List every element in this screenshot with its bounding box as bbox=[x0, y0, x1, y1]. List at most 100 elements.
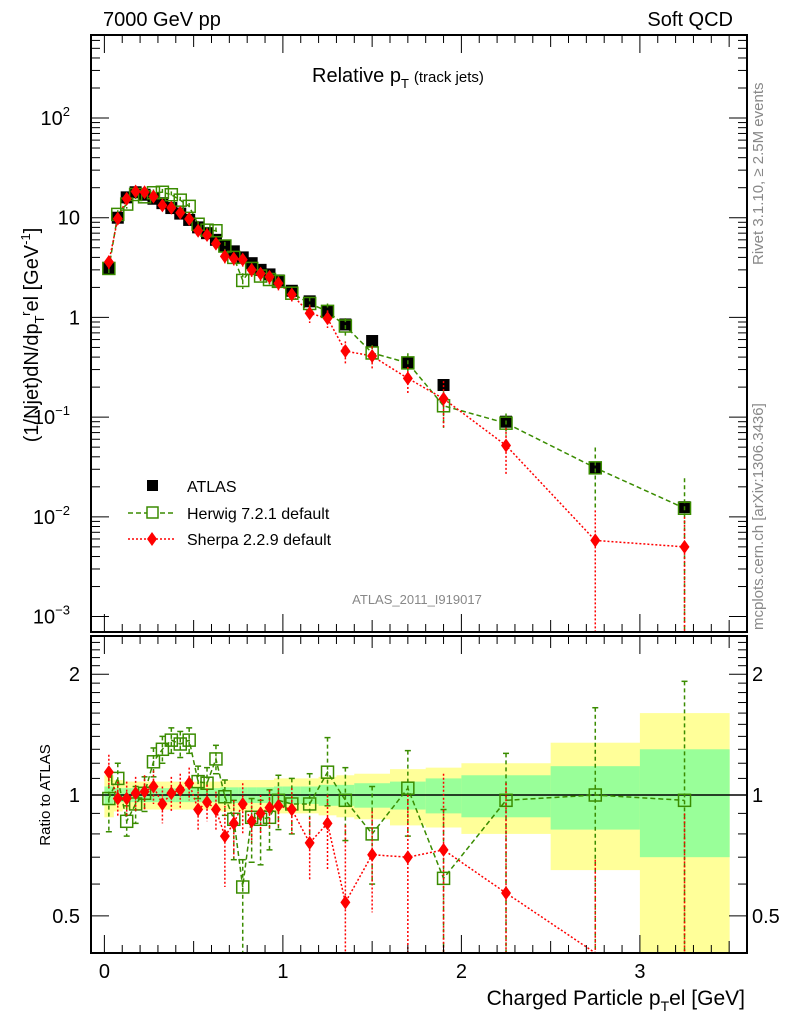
mcplots-label: mcplots.cern.ch [arXiv:1306.3436] bbox=[750, 403, 767, 630]
y-tick-label: 10−2 bbox=[33, 503, 70, 529]
ratio-y-axis-label: Ratio to ATLAS bbox=[37, 744, 54, 845]
sherpa-ratio-point bbox=[304, 835, 315, 850]
herwig-ratio-point bbox=[499, 793, 513, 808]
sherpa-ratio-point bbox=[175, 782, 186, 797]
ratio-y-tick-label-left: 2 bbox=[69, 664, 80, 686]
sherpa-ratio-point bbox=[255, 806, 266, 821]
sherpa-ratio-point bbox=[246, 814, 257, 829]
sherpa-point bbox=[286, 287, 297, 302]
herwig-ratio-point bbox=[182, 733, 196, 747]
sherpa-ratio-point bbox=[148, 779, 159, 794]
svg-text:(1/Njet)dN/dpTrel [GeV-1]: (1/Njet)dN/dpTrel [GeV-1] bbox=[18, 228, 47, 443]
sherpa-ratio-point bbox=[501, 885, 512, 900]
legend-atlas-label: ATLAS bbox=[187, 479, 237, 496]
header-right: Soft QCD bbox=[647, 9, 733, 31]
herwig-point bbox=[677, 501, 692, 515]
sherpa-point bbox=[438, 391, 449, 406]
sherpa-ratio-point bbox=[130, 786, 141, 801]
herwig-point bbox=[155, 185, 170, 200]
ratio-y-tick-label-left: 1 bbox=[69, 785, 80, 807]
sherpa-point bbox=[228, 251, 239, 266]
herwig-ratio-point bbox=[235, 880, 250, 894]
sherpa-point bbox=[175, 205, 186, 220]
sherpa-point bbox=[193, 223, 204, 238]
plot-title: Relative pT (track jets) bbox=[312, 65, 484, 91]
sherpa-ratio-point bbox=[193, 802, 204, 817]
ratio-y-tick-label-right: 2 bbox=[752, 664, 763, 686]
stat-uncertainty-band bbox=[550, 766, 641, 830]
y-tick-label: 10−1 bbox=[33, 403, 70, 429]
ratio-axes: 2 2 1 1 0.5 0.5 0 1 2 3 bbox=[52, 636, 780, 983]
sherpa-ratio-point bbox=[322, 816, 333, 831]
herwig-ratio-point bbox=[338, 793, 353, 808]
ratio-band-layer bbox=[104, 713, 730, 953]
sherpa-point bbox=[103, 254, 114, 269]
sherpa-point bbox=[166, 200, 177, 215]
sherpa-ratio-point bbox=[166, 786, 177, 801]
ratio-plot-frame bbox=[90, 635, 748, 954]
herwig-ratio-point bbox=[164, 733, 179, 747]
ratio-y-tick-label-right: 0.5 bbox=[752, 906, 780, 928]
sherpa-ratio-point bbox=[340, 895, 351, 910]
sherpa-ratio-point bbox=[286, 802, 297, 817]
atlas-point bbox=[437, 379, 450, 392]
sherpa-point bbox=[367, 349, 378, 364]
sherpa-point bbox=[304, 306, 315, 321]
herwig-ratio-point bbox=[111, 771, 125, 786]
x-axis-label: Charged Particle pTel [GeV] bbox=[487, 987, 745, 1014]
main-axes: 102 10 1 10−1 10−2 10−3 bbox=[33, 35, 748, 632]
herwig-ratio-point bbox=[155, 742, 170, 757]
sherpa-ratio-point bbox=[202, 795, 213, 810]
sherpa-ratio-point bbox=[438, 842, 449, 857]
main-plot-frame bbox=[90, 34, 748, 633]
atlas-point bbox=[366, 335, 379, 348]
herwig-ratio-point bbox=[302, 797, 317, 811]
herwig-point bbox=[338, 319, 353, 333]
analysis-id-watermark: ATLAS_2011_I919017 bbox=[352, 592, 482, 607]
legend-sherpa-marker bbox=[147, 532, 157, 546]
herwig-ratio-point bbox=[677, 793, 692, 808]
sherpa-point bbox=[112, 211, 123, 226]
sherpa-ratio-point bbox=[139, 784, 150, 799]
herwig-ratio-point bbox=[146, 755, 161, 769]
herwig-line bbox=[108, 191, 685, 509]
atlas-point bbox=[589, 461, 602, 474]
sherpa-ratio-point bbox=[237, 796, 248, 811]
legend-atlas-marker bbox=[147, 480, 158, 491]
legend-herwig-label: Herwig 7.2.1 default bbox=[187, 506, 330, 523]
sherpa-point bbox=[121, 191, 132, 206]
sherpa-point bbox=[501, 438, 512, 453]
sherpa-point bbox=[157, 198, 168, 213]
header-left: 7000 GeV pp bbox=[103, 9, 221, 31]
sherpa-point bbox=[590, 533, 601, 548]
y-tick-label: 1 bbox=[69, 307, 80, 329]
legend-sherpa-label: Sherpa 2.2.9 default bbox=[187, 532, 332, 549]
legend: ATLAS Herwig 7.2.1 default Sherpa 2.2.9 … bbox=[128, 479, 332, 549]
ratio-y-tick-label-right: 1 bbox=[752, 785, 763, 807]
ratio-y-tick-label-left: 0.5 bbox=[52, 906, 80, 928]
sherpa-ratio-point bbox=[112, 791, 123, 806]
sherpa-ratio-point bbox=[228, 816, 239, 831]
legend-herwig-marker bbox=[146, 506, 159, 519]
sherpa-ratio-point bbox=[264, 800, 275, 815]
sherpa-point bbox=[246, 262, 257, 277]
herwig-point bbox=[588, 461, 603, 475]
x-tick-label: 3 bbox=[634, 961, 645, 983]
sherpa-point bbox=[148, 189, 159, 204]
sherpa-point bbox=[184, 212, 195, 227]
sherpa-point bbox=[273, 276, 284, 291]
herwig-ratio-point bbox=[588, 788, 603, 802]
x-tick-label: 2 bbox=[456, 961, 467, 983]
herwig-ratio-point bbox=[320, 765, 335, 779]
sherpa-ratio-point bbox=[273, 798, 284, 813]
sherpa-ratio-point bbox=[219, 829, 230, 844]
herwig-ratio-point bbox=[436, 871, 451, 886]
y-tick-label: 102 bbox=[41, 104, 70, 130]
sherpa-ratio-point bbox=[367, 847, 378, 862]
sherpa-ratio-point bbox=[210, 802, 221, 817]
x-tick-label: 0 bbox=[99, 961, 110, 983]
rivet-label: Rivet 3.1.10, ≥ 2.5M events bbox=[750, 83, 767, 266]
herwig-ratio-line bbox=[108, 739, 685, 888]
y-tick-label: 10−3 bbox=[33, 603, 70, 629]
sherpa-point bbox=[679, 539, 690, 554]
